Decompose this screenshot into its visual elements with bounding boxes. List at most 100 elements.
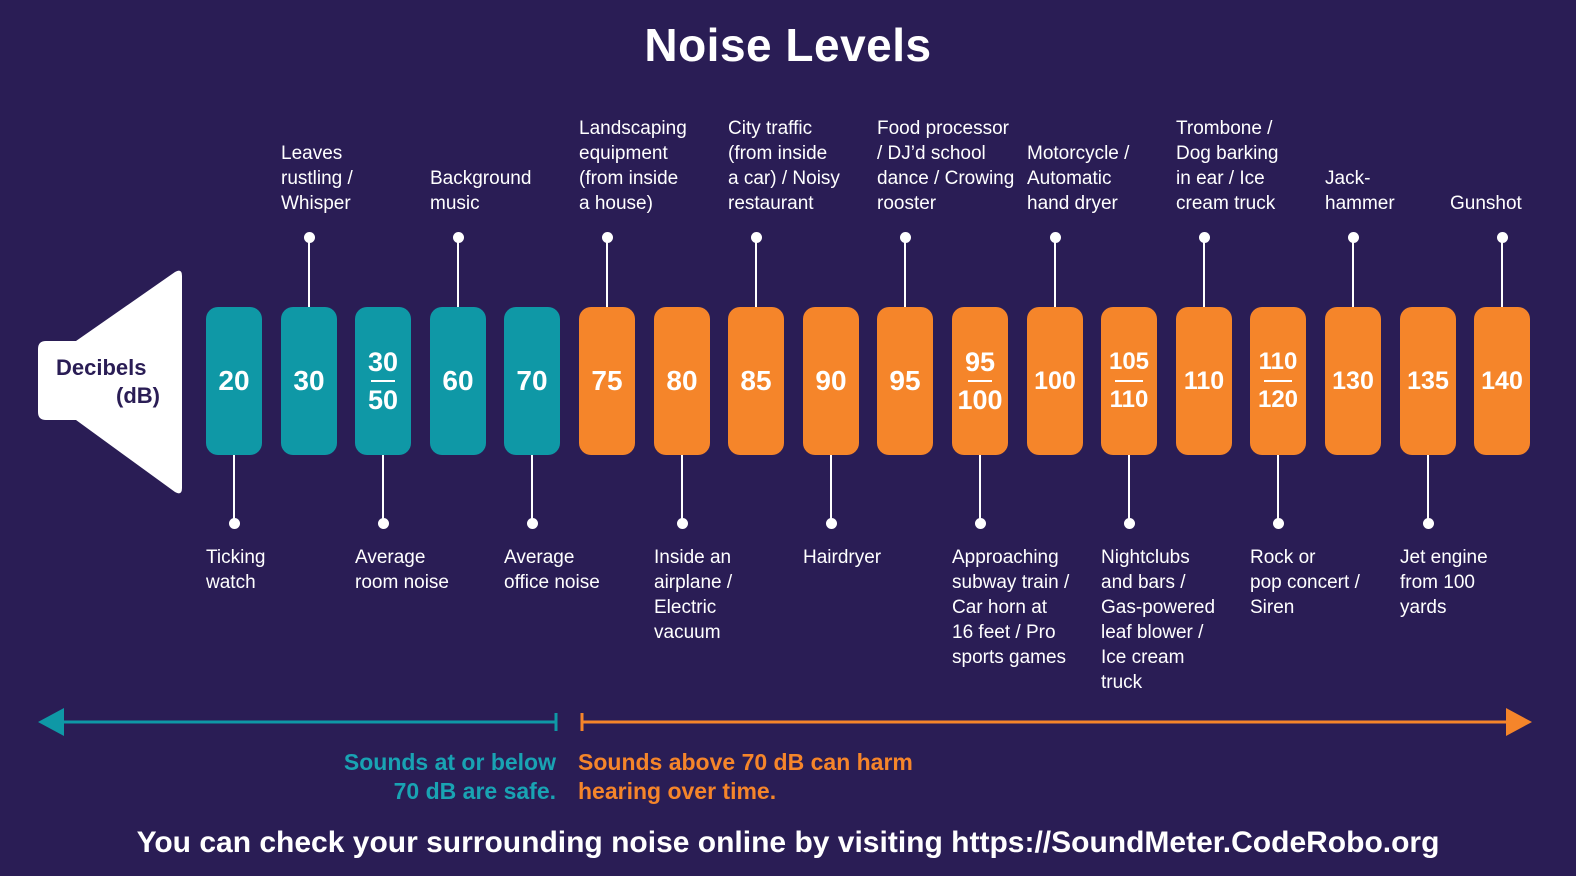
range-divider bbox=[1263, 380, 1292, 382]
connector-line bbox=[1128, 455, 1130, 523]
level-pill: 70 bbox=[504, 307, 560, 455]
level-pill: 85 bbox=[728, 307, 784, 455]
connector-dot bbox=[1198, 232, 1210, 243]
connector-line bbox=[755, 238, 757, 307]
connector-line bbox=[1352, 238, 1354, 307]
level-pill: 75 bbox=[579, 307, 635, 455]
level-pill: 60 bbox=[430, 307, 486, 455]
connector-line bbox=[904, 238, 906, 307]
connector-dot bbox=[526, 518, 538, 529]
range-divider bbox=[968, 380, 992, 382]
level-value: 130 bbox=[1332, 366, 1374, 395]
level-description: Approaching subway train / Car horn at 1… bbox=[952, 547, 1070, 668]
level-range-high: 110 bbox=[1109, 386, 1149, 413]
level-value: 75 bbox=[591, 365, 623, 396]
level-description: Food processor / DJ’d school dance / Cro… bbox=[877, 118, 1015, 214]
level-value: 30 bbox=[293, 365, 325, 396]
connector-line bbox=[681, 455, 683, 523]
level-value: 85 bbox=[740, 365, 772, 396]
level-pill: 30 bbox=[281, 307, 337, 455]
footer-text: You can check your surrounding noise onl… bbox=[136, 826, 1440, 859]
level-value: 60 bbox=[442, 365, 474, 396]
range-divider bbox=[1114, 380, 1143, 382]
connector-line bbox=[382, 455, 384, 523]
connector-line bbox=[233, 455, 235, 523]
connector-dot bbox=[974, 518, 986, 529]
level-description: Jack- hammer bbox=[1325, 168, 1395, 214]
level-range: 105 110 bbox=[1109, 347, 1149, 415]
connector-dot bbox=[825, 518, 837, 529]
level-value: 135 bbox=[1407, 366, 1449, 395]
level-description: Jet engine from 100 yards bbox=[1400, 547, 1488, 618]
speaker-label-line-1: Decibels bbox=[56, 355, 147, 380]
connector-line bbox=[1501, 238, 1503, 307]
connector-dot bbox=[1496, 232, 1508, 243]
connector-line bbox=[606, 238, 608, 307]
level-range-low: 105 bbox=[1108, 348, 1150, 375]
level-range-low: 95 bbox=[964, 347, 996, 377]
connector-dot bbox=[1049, 232, 1061, 243]
level-value: 90 bbox=[815, 365, 847, 396]
range-divider bbox=[370, 380, 395, 382]
level-value: 95 bbox=[889, 365, 921, 396]
connector-line bbox=[457, 238, 459, 307]
level-description: Average room noise bbox=[355, 547, 449, 593]
page-title: Noise Levels bbox=[644, 19, 932, 71]
level-pill: 90 bbox=[803, 307, 859, 455]
speaker-label-line-2: (dB) bbox=[116, 383, 160, 408]
level-description: Background music bbox=[430, 168, 532, 214]
level-value: 70 bbox=[516, 365, 548, 396]
level-pill: 130 bbox=[1325, 307, 1381, 455]
level-description: City traffic (from inside a car) / Noisy… bbox=[728, 118, 840, 214]
level-value: 100 bbox=[1034, 366, 1076, 395]
harm-arrow-head bbox=[1506, 708, 1532, 736]
level-description: Motorcycle / Automatic hand dryer bbox=[1027, 143, 1130, 214]
level-value: 80 bbox=[666, 365, 698, 396]
level-range-high: 50 bbox=[367, 385, 399, 415]
level-description: Rock or pop concert / Siren bbox=[1250, 547, 1360, 618]
safe-arrow-head bbox=[38, 708, 64, 736]
connector-line bbox=[1277, 455, 1279, 523]
connector-line bbox=[1054, 238, 1056, 307]
level-pill: 135 bbox=[1400, 307, 1456, 455]
level-value: 20 bbox=[218, 365, 250, 396]
level-description: Gunshot bbox=[1450, 193, 1522, 214]
harm-message: Sounds above 70 dB can harm hearing over… bbox=[578, 749, 913, 804]
connector-line bbox=[1427, 455, 1429, 523]
level-value: 110 bbox=[1183, 366, 1225, 395]
level-description: Nightclubs and bars / Gas-powered leaf b… bbox=[1101, 547, 1216, 693]
connector-dot bbox=[1123, 518, 1135, 529]
connector-dot bbox=[899, 232, 911, 243]
level-range-low: 110 bbox=[1258, 348, 1298, 375]
connector-dot bbox=[377, 518, 389, 529]
connector-dot bbox=[750, 232, 762, 243]
level-description: Average office noise bbox=[504, 547, 600, 593]
speaker-icon bbox=[38, 270, 182, 494]
level-description: Ticking watch bbox=[206, 547, 266, 593]
level-pill: 20 bbox=[206, 307, 262, 455]
level-pill: 80 bbox=[654, 307, 710, 455]
connector-dot bbox=[1347, 232, 1359, 243]
connector-dot bbox=[676, 518, 688, 529]
level-pill: 110 bbox=[1176, 307, 1232, 455]
connector-line bbox=[830, 455, 832, 523]
level-range: 30 50 bbox=[368, 347, 398, 415]
connector-line bbox=[979, 455, 981, 523]
safe-message: Sounds at or below 70 dB are safe. bbox=[343, 749, 556, 804]
level-pill: 140 bbox=[1474, 307, 1530, 455]
connector-line bbox=[531, 455, 533, 523]
level-pill: 95 bbox=[877, 307, 933, 455]
connector-dot bbox=[1422, 518, 1434, 529]
level-pill: 95 100 bbox=[952, 307, 1008, 455]
level-range: 95 100 bbox=[957, 347, 1002, 415]
level-range-high: 100 bbox=[957, 385, 1003, 415]
connector-dot bbox=[303, 232, 315, 243]
level-range-low: 30 bbox=[367, 347, 399, 377]
level-pill: 105 110 bbox=[1101, 307, 1157, 455]
level-pill: 30 50 bbox=[355, 307, 411, 455]
level-pill: 100 bbox=[1027, 307, 1083, 455]
connector-dot bbox=[228, 518, 240, 529]
connector-dot bbox=[452, 232, 464, 243]
speaker-label: Decibels (dB) bbox=[40, 354, 160, 410]
